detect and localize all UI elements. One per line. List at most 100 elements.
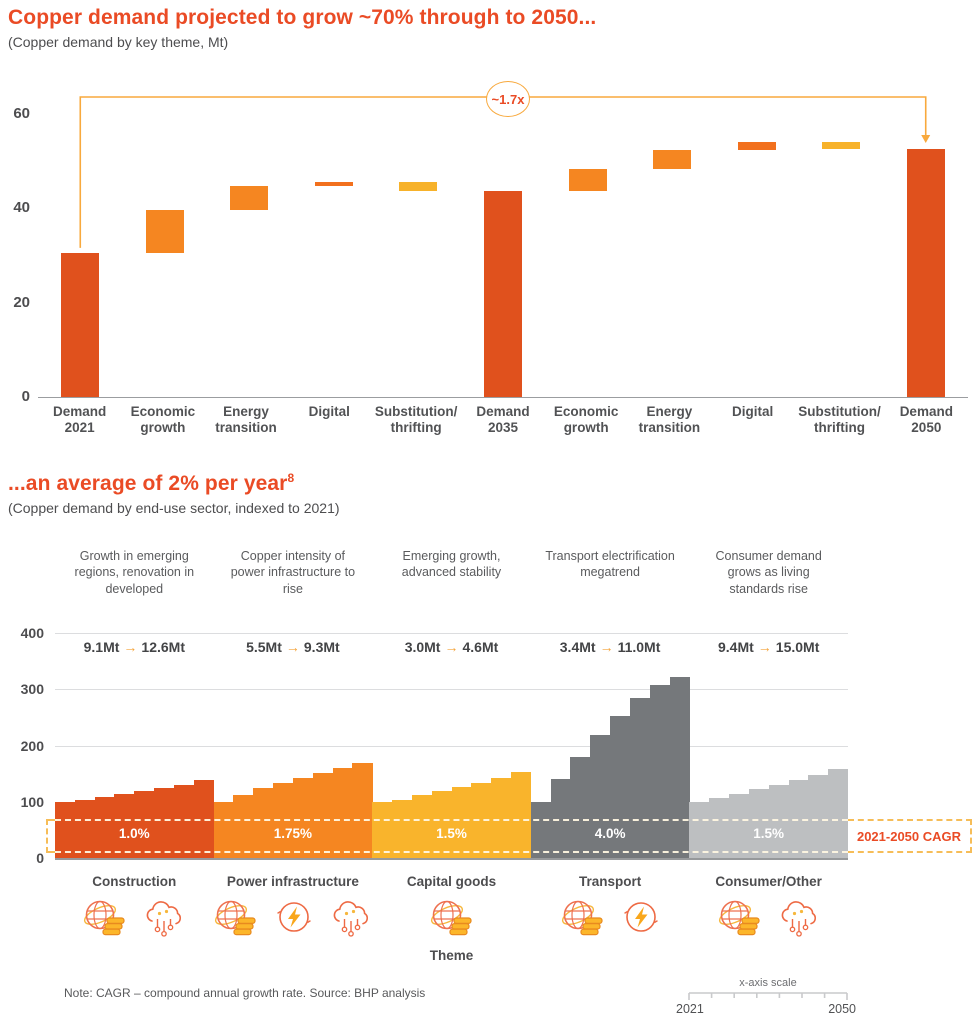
arrow-right-icon: → [599,639,614,655]
sector-icons [690,898,848,943]
y-axis-tick: 300 [20,681,44,698]
x-axis-label: Substitution/ thrifting [798,404,881,435]
x-axis-scale-legend: x-axis scale 2021 2050 [676,977,856,1016]
cagr-band-left-edge [46,819,57,853]
waterfall-bar [314,182,353,186]
globe-coins-icon [429,898,475,943]
indexed-bar [570,756,591,858]
indexed-bar [649,685,670,858]
indexed-bar [352,762,373,858]
globe-coins-icon [82,898,128,943]
sector-volumes-row: 9.1Mt → 12.6Mt 5.5Mt → 9.3Mt 3.0Mt → 4.6Mt 3.4Mt →… [55,639,848,655]
scale-start-year: 2021 [676,1002,704,1016]
sector-labels-row: Construction Power infrastructure Capital … [55,874,848,889]
indexed-bar [550,779,571,858]
cagr-band-label: 2021-2050 CAGR [856,828,962,844]
waterfall-bar [484,191,522,397]
volume-to: 4.6Mt [462,639,499,655]
y-axis-tick: 100 [20,793,44,810]
indexed-bar [709,797,730,858]
y-axis-tick: 40 [13,199,30,216]
waterfall-bar [568,169,607,192]
x-axis-label: Digital [308,404,350,419]
waterfall-bar [145,210,184,253]
indexed-bar [233,795,254,858]
sector-label: Power infrastructure [226,874,359,889]
x-axis-label: Substitution/ thrifting [374,404,458,435]
sector-label: Transport [578,874,642,889]
indexed-bar [828,769,849,858]
sector-icons-row [55,898,848,943]
x-axis-label: Demand 2035 [476,404,530,435]
indexed-bar [590,735,611,858]
indexed-bar [491,777,512,858]
x-axis-label: Digital [731,404,774,419]
chart2-subtitle: (Copper demand by end-use sector, indexe… [8,500,340,516]
waterfall-y-axis: 0 20 40 60 [0,88,32,406]
sector-annotation: Consumer demand grows as living standard… [715,549,822,596]
sector-label: Consumer/Other [715,874,822,889]
indexed-bar [788,779,809,858]
sector-volume-change: 5.5Mt → 9.3Mt [214,639,373,655]
scale-end-year: 2050 [828,1002,856,1016]
y-axis-tick: 200 [20,737,44,754]
cagr-band [55,819,848,853]
indexed-bar [510,771,532,858]
indexed-bar [451,787,472,858]
x-axis-label: Economic growth [553,404,619,435]
indexed-bar [610,716,631,858]
indexed-bar [154,788,175,858]
cloud-circuit-icon [777,898,821,943]
gridline [55,633,848,634]
indexed-bar-plot [55,633,849,860]
waterfall-bar [737,141,776,151]
chart2-header: ...an average of 2% per year8 (Copper de… [8,471,340,516]
sector-icons [373,898,531,943]
sector-annotation: Growth in emerging regions, renovation i… [74,549,195,596]
cagr-value: 4.0% [594,826,626,841]
volume-from: 9.1Mt [83,639,120,655]
chart1-title: Copper demand projected to grow ~70% thr… [8,6,597,29]
sector-icons [532,898,690,943]
waterfall-bar [822,141,861,149]
sector-icons [55,898,213,943]
x-axis-label: Energy transition [638,404,701,435]
sector-icons [213,898,373,943]
cagr-value: 1.5% [753,826,785,841]
y-axis-tick: 60 [13,104,30,122]
sector-volume-change: 3.0Mt → 4.6Mt [372,639,531,655]
globe-coins-icon [717,898,763,943]
waterfall-bar [230,185,269,211]
x-axis-label: Economic growth [130,404,196,435]
growth-multiplier-badge: ~1.7x [486,81,530,117]
x-axis-title: Theme [429,948,474,963]
indexed-bar [808,774,829,858]
y-axis-tick: 0 [36,850,44,866]
volume-to: 15.0Mt [775,639,820,655]
indexed-bar [392,799,413,858]
waterfall-bar [61,252,100,397]
scale-ruler-icon [688,992,848,1000]
y-axis-tick: 400 [20,625,44,641]
x-axis-label: Demand 2050 [899,404,953,435]
sector-label: Construction [92,874,177,889]
sector-annotation: Copper intensity of power infrastructure… [230,549,356,596]
indexed-bar [332,768,353,858]
y-axis-tick: 20 [13,293,30,311]
cagr-value: 1.0% [118,826,150,841]
arrow-right-icon: → [757,639,772,655]
sector-volume-change: 9.1Mt → 12.6Mt [55,639,214,655]
chart1-subtitle: (Copper demand by key theme, Mt) [8,34,229,50]
indexed-bar [768,784,789,858]
sector-volume-change: 9.4Mt → 15.0Mt [689,639,848,655]
lightning-circle-icon [273,898,315,943]
indexed-bar [729,793,750,858]
indexed-y-axis: 0 100 200 300 400 [0,625,46,866]
chart2-title: ...an average of 2% per year8 [8,471,295,495]
gridline [55,689,848,691]
x-axis-label: Demand 2021 [52,404,107,435]
volume-from: 5.5Mt [246,639,282,655]
sector-annotation: Transport electrification megatrend [545,549,675,580]
volume-to: 12.6Mt [141,639,185,655]
